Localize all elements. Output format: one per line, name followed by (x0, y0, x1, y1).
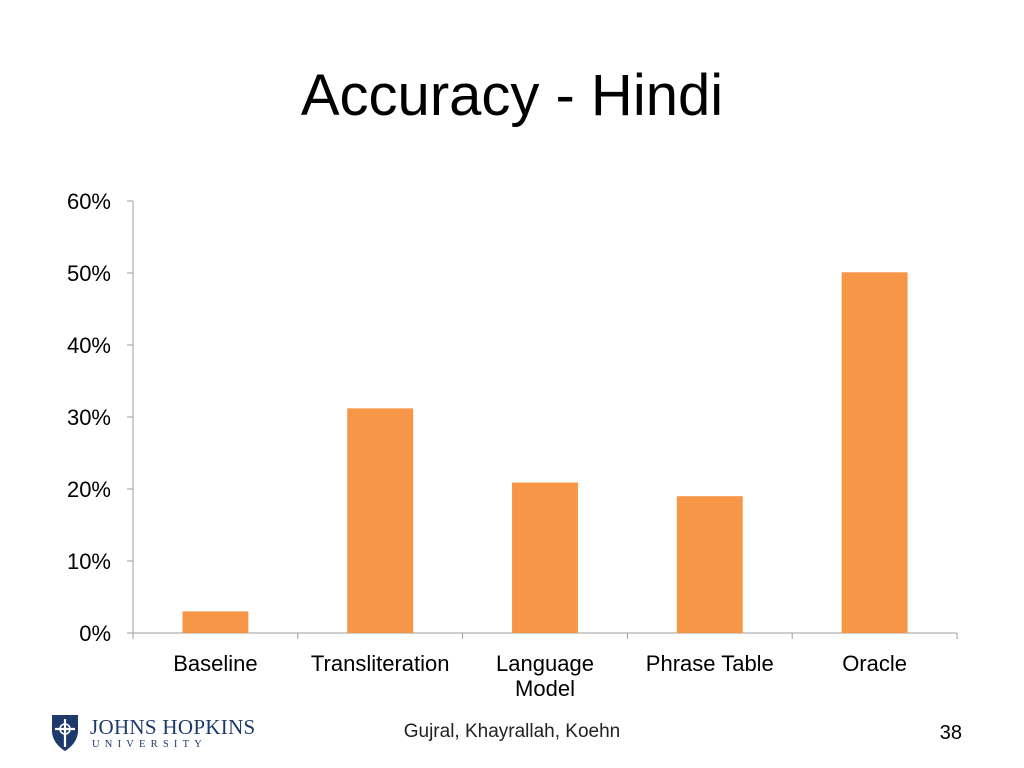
chart-bars (182, 272, 908, 633)
bar (676, 496, 743, 633)
y-tick-labels: 0% 10% 20% 30% 40% 50% 60% (67, 189, 111, 646)
y-tick-label: 60% (67, 189, 111, 214)
x-category-label: Transliteration (311, 651, 450, 676)
bar (347, 408, 414, 633)
y-tick-label: 0% (79, 621, 111, 646)
bar (512, 482, 578, 633)
x-category-label: Oracle (842, 651, 907, 676)
x-category-label: Baseline (173, 651, 257, 676)
x-category-label: Model (515, 676, 575, 701)
logo-name: JOHNS HOPKINS (90, 715, 256, 739)
logo-subtitle: UNIVERSITY (92, 739, 207, 750)
university-logo: JOHNS HOPKINS UNIVERSITY (50, 713, 260, 755)
bar (182, 611, 249, 633)
page-number: 38 (939, 722, 962, 744)
bar (841, 272, 908, 633)
x-category-label: Language (496, 651, 594, 676)
y-tick-label: 20% (67, 477, 111, 502)
jhu-shield-icon (52, 715, 78, 751)
y-tick-label: 50% (67, 261, 111, 286)
slide-title: Accuracy - Hindi (300, 63, 724, 128)
footer-authors: Gujral, Khayrallah, Koehn (403, 721, 621, 742)
x-category-label: Phrase Table (646, 651, 774, 676)
y-tick-label: 30% (67, 405, 111, 430)
y-tick-label: 40% (67, 333, 111, 358)
y-tick-label: 10% (67, 549, 111, 574)
